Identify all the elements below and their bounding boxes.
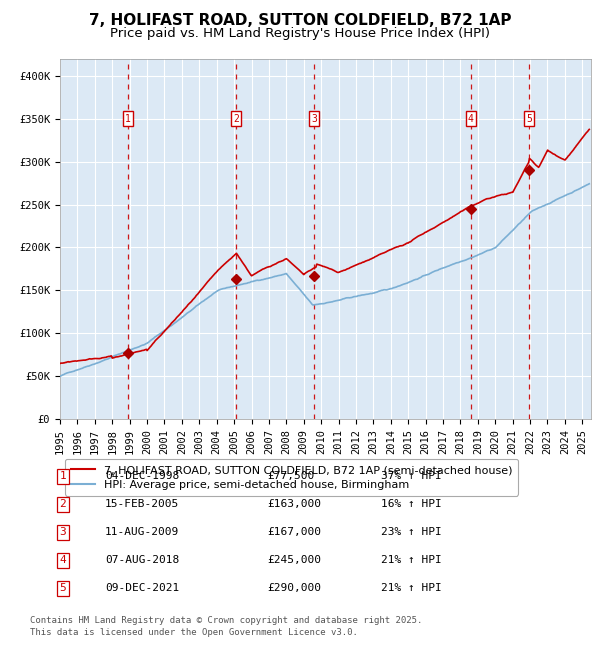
Text: 1: 1: [125, 114, 131, 124]
Text: 11-AUG-2009: 11-AUG-2009: [105, 527, 179, 538]
Text: 21% ↑ HPI: 21% ↑ HPI: [381, 555, 442, 566]
Text: 2: 2: [59, 499, 67, 510]
Text: 3: 3: [311, 114, 317, 124]
Text: 4: 4: [59, 555, 67, 566]
Text: 37% ↑ HPI: 37% ↑ HPI: [381, 471, 442, 482]
Text: 16% ↑ HPI: 16% ↑ HPI: [381, 499, 442, 510]
Text: 5: 5: [59, 583, 67, 593]
Text: Price paid vs. HM Land Registry's House Price Index (HPI): Price paid vs. HM Land Registry's House …: [110, 27, 490, 40]
Text: 3: 3: [59, 527, 67, 538]
Text: £163,000: £163,000: [267, 499, 321, 510]
Text: 07-AUG-2018: 07-AUG-2018: [105, 555, 179, 566]
Text: 7, HOLIFAST ROAD, SUTTON COLDFIELD, B72 1AP: 7, HOLIFAST ROAD, SUTTON COLDFIELD, B72 …: [89, 13, 511, 28]
Text: 21% ↑ HPI: 21% ↑ HPI: [381, 583, 442, 593]
Text: 04-DEC-1998: 04-DEC-1998: [105, 471, 179, 482]
Text: Contains HM Land Registry data © Crown copyright and database right 2025.: Contains HM Land Registry data © Crown c…: [30, 616, 422, 625]
Text: £245,000: £245,000: [267, 555, 321, 566]
Text: 2: 2: [233, 114, 239, 124]
Text: 23% ↑ HPI: 23% ↑ HPI: [381, 527, 442, 538]
Text: £167,000: £167,000: [267, 527, 321, 538]
Text: 4: 4: [468, 114, 474, 124]
Legend: 7, HOLIFAST ROAD, SUTTON COLDFIELD, B72 1AP (semi-detached house), HPI: Average : 7, HOLIFAST ROAD, SUTTON COLDFIELD, B72 …: [65, 459, 518, 495]
Text: £77,500: £77,500: [267, 471, 314, 482]
Text: 5: 5: [526, 114, 532, 124]
Text: 09-DEC-2021: 09-DEC-2021: [105, 583, 179, 593]
Text: 1: 1: [59, 471, 67, 482]
Text: £290,000: £290,000: [267, 583, 321, 593]
Text: This data is licensed under the Open Government Licence v3.0.: This data is licensed under the Open Gov…: [30, 628, 358, 637]
Text: 15-FEB-2005: 15-FEB-2005: [105, 499, 179, 510]
